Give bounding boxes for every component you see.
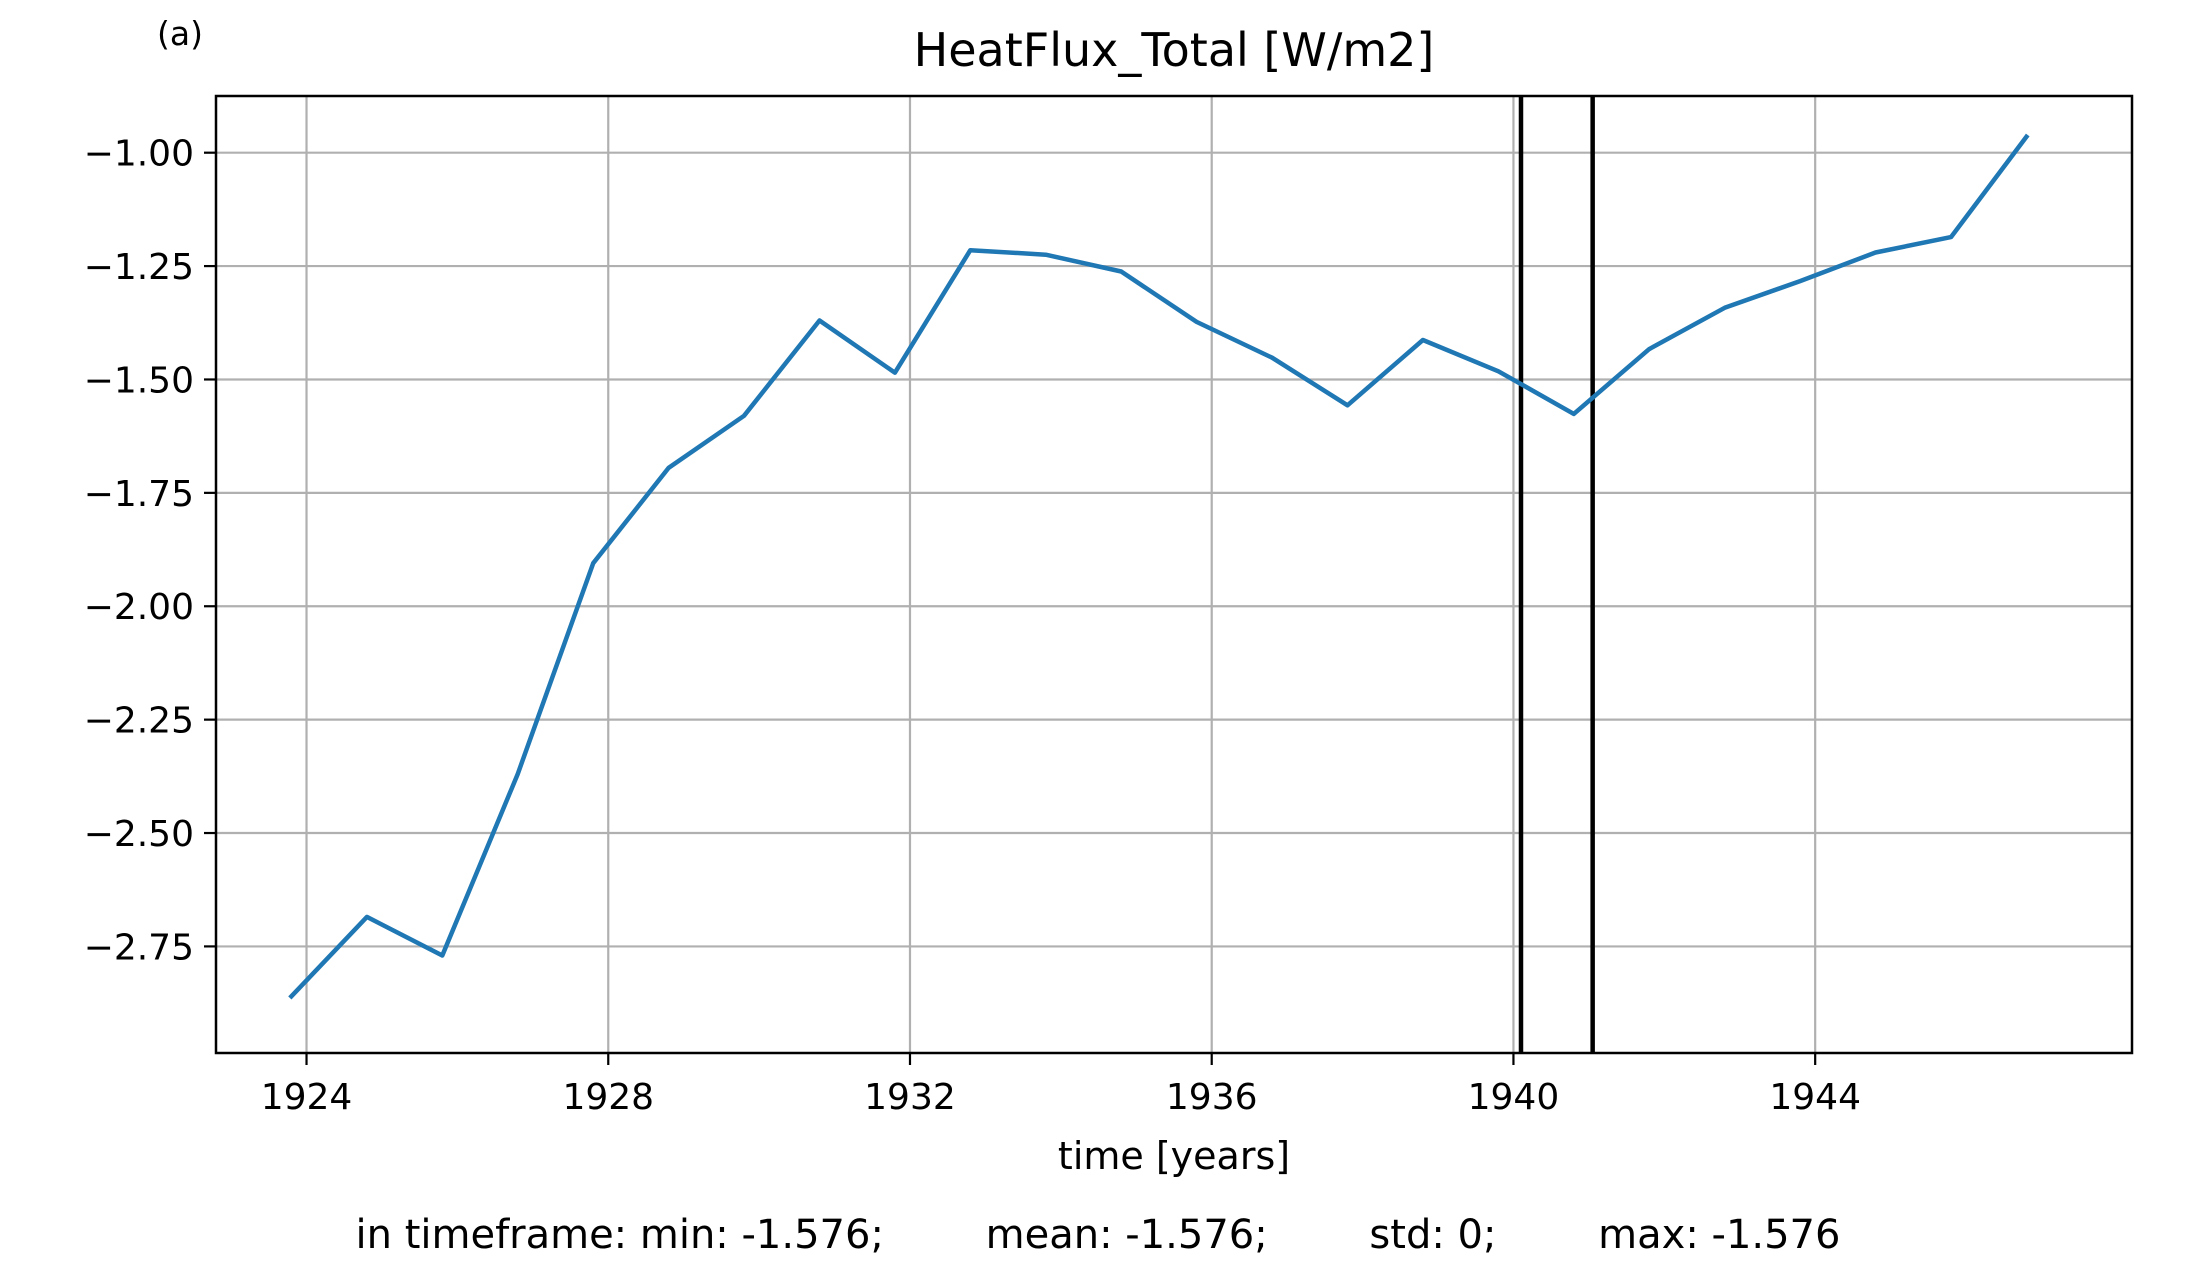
stats-summary: in timeframe: min: -1.576; mean: -1.576;… xyxy=(0,1212,2196,1258)
y-tick-label: −1.25 xyxy=(84,247,194,288)
x-tick-label: 1928 xyxy=(562,1077,654,1118)
y-tick-label: −1.75 xyxy=(84,474,194,515)
y-tick-label: −1.50 xyxy=(84,360,194,401)
stats-gap xyxy=(1496,1212,1598,1258)
panel-label: (a) xyxy=(157,14,203,53)
grid xyxy=(216,96,2132,1053)
x-tick-label: 1924 xyxy=(261,1077,353,1118)
x-tick-label: 1944 xyxy=(1769,1077,1861,1118)
stats-std: std: 0; xyxy=(1369,1212,1497,1258)
y-tick-label: −1.00 xyxy=(84,134,194,175)
stats-gap xyxy=(1268,1212,1370,1258)
y-tick-label: −2.50 xyxy=(84,814,194,855)
stats-max: max: -1.576 xyxy=(1598,1212,1841,1258)
x-axis-label: time [years] xyxy=(1058,1134,1290,1178)
x-tick-label: 1936 xyxy=(1166,1077,1258,1118)
x-axis: 1924 1928 1932 1936 1940 1944 xyxy=(261,1053,1861,1118)
y-tick-label: −2.25 xyxy=(84,701,194,742)
series-layer xyxy=(288,133,2030,1000)
stats-gap xyxy=(884,1212,986,1258)
chart-title: HeatFlux_Total [W/m2] xyxy=(914,23,1435,77)
x-tick-label: 1932 xyxy=(864,1077,956,1118)
y-tick-label: −2.00 xyxy=(84,587,194,628)
y-axis: −1.00 −1.25 −1.50 −1.75 −2.00 −2.25 −2.50 −2.75 xyxy=(84,134,216,968)
series-line xyxy=(288,133,2030,1000)
x-tick-label: 1940 xyxy=(1468,1077,1560,1118)
y-tick-label: −2.75 xyxy=(84,927,194,968)
plot-frame xyxy=(214,94,2134,1055)
stats-mean: mean: -1.576; xyxy=(985,1212,1268,1258)
stats-min: in timeframe: min: -1.576; xyxy=(355,1212,884,1258)
vertical-markers xyxy=(1518,96,1595,1053)
